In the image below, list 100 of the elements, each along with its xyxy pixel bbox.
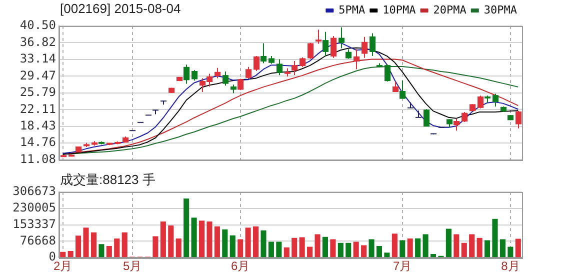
candlestick	[300, 56, 306, 68]
x-tick-label: 8月	[501, 259, 520, 274]
bar	[230, 235, 236, 258]
bar	[461, 242, 467, 258]
bar	[152, 236, 158, 258]
candlestick	[370, 32, 376, 57]
bar	[515, 238, 521, 258]
bar	[68, 250, 74, 258]
candlestick	[362, 36, 368, 58]
bar	[415, 238, 421, 258]
bar	[330, 239, 336, 258]
candlestick	[214, 67, 220, 79]
bar	[476, 238, 482, 258]
bar	[268, 242, 274, 258]
bar	[469, 234, 475, 258]
candlestick	[222, 70, 228, 86]
bar	[484, 240, 490, 258]
bar	[122, 232, 128, 258]
bar	[252, 226, 259, 258]
candlestick	[316, 29, 322, 44]
bar	[346, 242, 352, 258]
bar	[114, 238, 120, 258]
bar	[191, 218, 197, 258]
bar	[392, 234, 398, 258]
bar	[184, 198, 190, 258]
candlestick	[330, 36, 336, 58]
candlestick	[260, 42, 266, 64]
legend-label: 30PMA	[484, 3, 518, 16]
bar	[322, 236, 328, 258]
candlestick	[184, 64, 190, 84]
candlestick	[384, 64, 390, 82]
bar	[198, 220, 205, 258]
candlestick	[354, 48, 360, 70]
bar	[422, 234, 428, 258]
candlestick	[462, 111, 468, 122]
candlestick	[407, 102, 414, 108]
candlestick	[492, 93, 498, 107]
bar	[176, 238, 182, 258]
y-tick-label: 29.47	[20, 68, 56, 82]
bar	[106, 246, 112, 258]
candlestick	[322, 31, 328, 57]
chart-title: [002169] 2015-08-04	[60, 1, 181, 16]
candlestick	[192, 70, 198, 82]
y-tick-label: 76668	[20, 233, 56, 248]
x-tick-label: 7月	[393, 259, 412, 274]
bar	[376, 246, 382, 258]
candlestick	[424, 108, 430, 128]
bar	[284, 247, 290, 258]
bar	[307, 246, 313, 258]
chart-title: 成交量:88123 手	[60, 171, 156, 189]
candlestick	[338, 26, 344, 49]
bar	[260, 230, 266, 258]
candlestick	[478, 95, 484, 109]
y-tick-label: 22.11	[20, 102, 56, 116]
legend-label: 20PMA	[433, 3, 467, 16]
bar	[500, 239, 506, 258]
bar	[361, 245, 367, 258]
bar	[368, 239, 374, 258]
y-tick-label: 14.76	[20, 135, 56, 150]
y-tick-label: 306673	[12, 184, 56, 198]
bar	[90, 232, 97, 258]
y-tick-label: 230005	[12, 200, 56, 215]
bar	[206, 221, 212, 258]
y-tick-label: 153337	[12, 216, 56, 231]
candlestick	[254, 56, 260, 72]
y-tick-label: 33.14	[20, 52, 56, 66]
bar	[492, 218, 498, 258]
candlestick	[246, 66, 252, 80]
bar	[400, 240, 406, 258]
bar	[314, 234, 320, 258]
bar	[60, 252, 66, 258]
bar	[338, 242, 344, 258]
bar	[168, 226, 174, 258]
bar	[430, 254, 436, 258]
bar	[454, 234, 460, 258]
candlestick	[276, 58, 282, 76]
bar	[384, 252, 390, 258]
bar	[292, 238, 298, 258]
y-tick-label: 40.50	[20, 18, 56, 32]
y-tick-label: 36.82	[20, 34, 56, 49]
legend-label: 10PMA	[382, 3, 416, 16]
bar	[238, 239, 244, 258]
bar	[160, 221, 166, 258]
x-tick-label: 5月	[122, 259, 142, 274]
bar	[446, 228, 452, 258]
candlestick	[400, 80, 406, 99]
bar	[83, 228, 89, 258]
bar	[407, 238, 413, 258]
legend-label: 5PMA	[338, 3, 366, 16]
bar	[299, 237, 305, 258]
y-tick-label: 25.79	[20, 85, 56, 100]
bar	[353, 242, 359, 258]
bar	[98, 244, 104, 258]
bar	[508, 246, 514, 258]
bar	[245, 228, 251, 258]
candlestick	[292, 60, 298, 76]
candlestick	[516, 110, 522, 129]
bar	[276, 242, 282, 258]
candlestick	[415, 110, 422, 118]
bar	[222, 229, 228, 258]
